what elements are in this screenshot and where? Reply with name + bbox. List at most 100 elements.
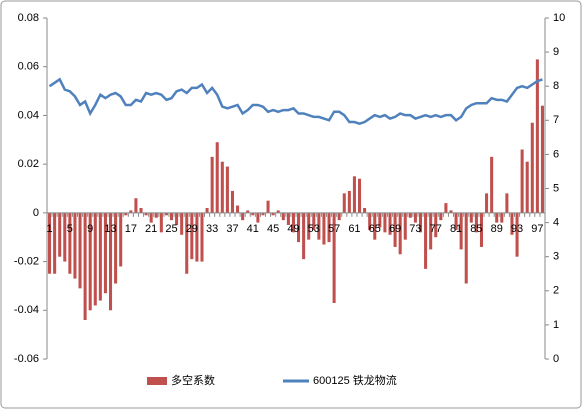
bar xyxy=(378,212,382,228)
x-tick-label: 97 xyxy=(531,223,543,235)
bar xyxy=(337,212,341,221)
bar xyxy=(261,212,265,216)
x-tick-label: 5 xyxy=(67,223,73,235)
bar xyxy=(98,212,102,301)
y-tick-label: -0.06 xyxy=(14,353,39,365)
bar xyxy=(266,200,270,213)
x-tick-label: 57 xyxy=(328,223,340,235)
bar xyxy=(169,212,174,221)
bar xyxy=(408,212,412,218)
bar xyxy=(322,212,326,245)
bar xyxy=(363,207,367,213)
bar xyxy=(134,198,138,213)
bar xyxy=(63,212,67,262)
bar xyxy=(210,156,214,213)
x-tick-label: 69 xyxy=(389,223,401,235)
bar xyxy=(485,193,489,213)
bar xyxy=(108,212,113,311)
bar xyxy=(342,193,346,213)
bar xyxy=(175,212,179,226)
legend-label: 600125 铁龙物流 xyxy=(313,373,397,387)
bar xyxy=(159,212,163,233)
bar xyxy=(230,190,235,213)
bar xyxy=(413,212,417,223)
bar xyxy=(88,212,92,311)
bar xyxy=(286,212,290,226)
x-tick-label: 65 xyxy=(369,223,381,235)
bar xyxy=(439,212,443,221)
bar xyxy=(352,176,356,213)
bar xyxy=(403,212,407,240)
x-tick-label: 25 xyxy=(165,223,177,235)
bar xyxy=(68,212,72,274)
bar xyxy=(114,212,118,284)
bar xyxy=(103,212,107,294)
legend-label: 多空系数 xyxy=(171,373,215,387)
y2-tick-label: 5 xyxy=(553,182,559,194)
bar xyxy=(220,161,224,213)
x-tick-label: 33 xyxy=(206,223,218,235)
bar xyxy=(149,212,153,223)
bar xyxy=(383,212,387,233)
x-tick-label: 93 xyxy=(511,223,523,235)
bar xyxy=(129,210,133,213)
bar xyxy=(357,178,362,213)
bar xyxy=(307,212,311,240)
x-tick-label: 61 xyxy=(348,223,360,235)
bar xyxy=(312,212,316,230)
y-tick-label: -0.04 xyxy=(14,304,39,316)
bar xyxy=(58,212,62,257)
bar xyxy=(164,212,168,216)
bar xyxy=(317,212,321,240)
bar xyxy=(418,212,423,233)
y2-tick-label: 7 xyxy=(553,114,559,126)
bar xyxy=(540,105,544,213)
bar xyxy=(459,212,463,250)
x-tick-label: 13 xyxy=(104,223,116,235)
bar xyxy=(180,212,184,235)
bar xyxy=(535,59,539,213)
bar xyxy=(119,212,123,267)
legend-swatch xyxy=(147,377,167,385)
x-tick-label: 29 xyxy=(186,223,198,235)
bar xyxy=(200,212,204,262)
bar xyxy=(256,212,260,223)
bar xyxy=(291,212,295,233)
bar xyxy=(332,212,336,303)
bar xyxy=(124,212,128,216)
x-tick-label: 37 xyxy=(226,223,238,235)
bar xyxy=(525,161,529,213)
bar xyxy=(393,212,397,247)
bar xyxy=(347,190,351,213)
x-tick-label: 73 xyxy=(409,223,421,235)
y2-tick-label: 10 xyxy=(553,12,565,24)
bar xyxy=(464,212,468,284)
bar xyxy=(185,212,189,274)
bar xyxy=(271,212,275,216)
bar xyxy=(520,149,524,213)
bar xyxy=(251,212,255,216)
bar xyxy=(490,156,494,213)
bar xyxy=(246,210,250,213)
bar xyxy=(281,212,285,221)
y2-tick-label: 3 xyxy=(553,251,559,263)
x-tick-label: 9 xyxy=(87,223,93,235)
bar xyxy=(510,212,514,235)
bar xyxy=(479,212,484,247)
bar xyxy=(154,212,158,218)
x-tick-label: 49 xyxy=(287,223,299,235)
y2-tick-label: 2 xyxy=(553,285,559,297)
y2-tick-label: 6 xyxy=(553,148,559,160)
y2-tick-label: 8 xyxy=(553,80,559,92)
x-tick-label: 85 xyxy=(470,223,482,235)
bar xyxy=(424,212,428,269)
y-tick-label: -0.02 xyxy=(14,255,39,267)
y2-tick-label: 4 xyxy=(553,217,559,229)
bar xyxy=(530,122,534,213)
bar xyxy=(495,212,499,223)
x-tick-label: 89 xyxy=(491,223,503,235)
x-tick-label: 77 xyxy=(430,223,442,235)
bar xyxy=(434,212,438,238)
bar xyxy=(190,212,194,260)
